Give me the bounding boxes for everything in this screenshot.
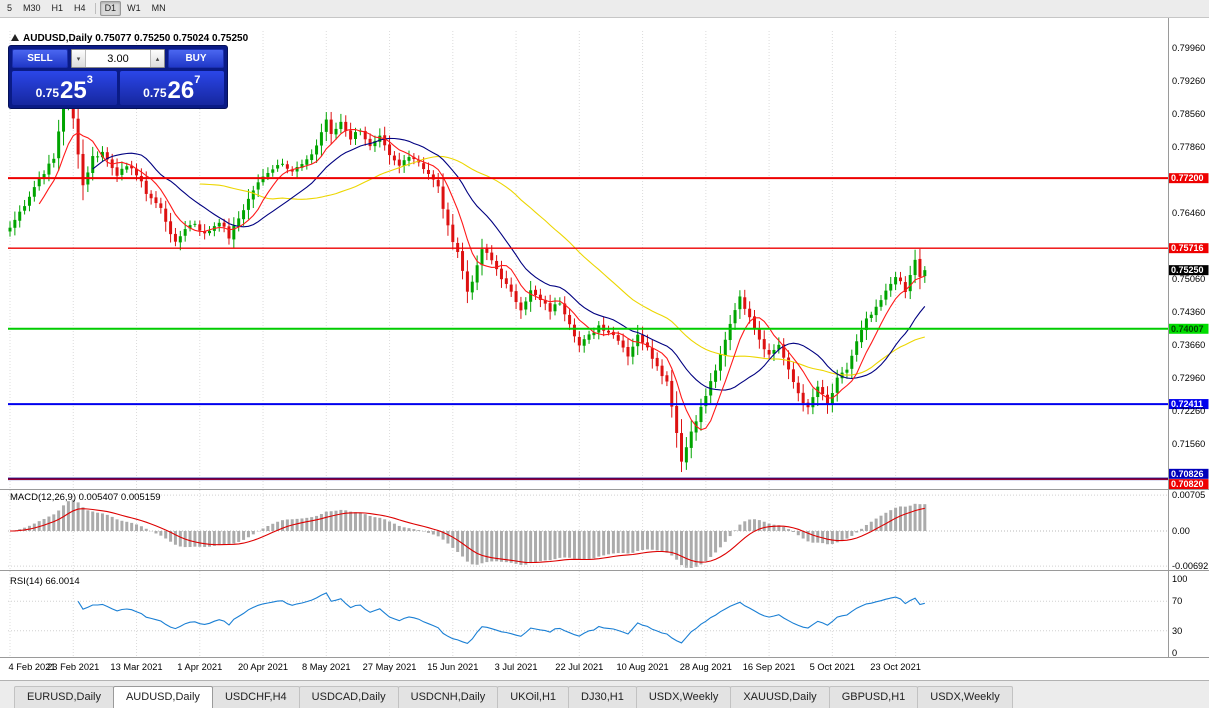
svg-text:16 Sep 2021: 16 Sep 2021 <box>743 662 796 672</box>
svg-text:0: 0 <box>1172 648 1177 658</box>
volume-input[interactable]: 3.00 <box>86 50 150 67</box>
svg-text:23 Oct 2021: 23 Oct 2021 <box>870 662 921 672</box>
chart-tab[interactable]: XAUUSD,Daily <box>730 686 830 708</box>
chart-title: AUDUSD,Daily 0.75077 0.75250 0.75024 0.7… <box>11 33 249 44</box>
sell-button[interactable]: SELL <box>12 49 68 68</box>
chart-tab[interactable]: UKOil,H1 <box>497 686 570 708</box>
svg-text:27 May 2021: 27 May 2021 <box>363 662 417 672</box>
svg-text:0.75716: 0.75716 <box>1171 243 1204 253</box>
timeframe-button-m30[interactable]: M30 <box>23 3 41 13</box>
sell-price-display[interactable]: 0.75 25 3 <box>12 71 117 105</box>
chart-tab[interactable]: USDX,Weekly <box>635 686 732 708</box>
svg-text:0.77860: 0.77860 <box>1172 142 1205 152</box>
svg-text:0.75060: 0.75060 <box>1172 274 1205 284</box>
svg-text:0.70826: 0.70826 <box>1171 469 1204 479</box>
panel-separators <box>0 18 1209 658</box>
svg-text:0.00: 0.00 <box>1172 526 1190 536</box>
buy-button[interactable]: BUY <box>168 49 224 68</box>
ma-line-18 <box>92 137 926 391</box>
svg-text:-0.00692: -0.00692 <box>1172 561 1208 571</box>
svg-text:13 Mar 2021: 13 Mar 2021 <box>110 662 162 672</box>
chart-tabs-bar: EURUSD,Daily AUDUSD,Daily USDCHF,H4 USDCAD,… <box>0 680 1209 708</box>
timeframe-toolbar: 5 M30 H1 H4 D1 W1 MN <box>0 0 1209 18</box>
chart-tab[interactable]: USDCAD,Daily <box>298 686 399 708</box>
svg-text:RSI(14) 66.0014: RSI(14) 66.0014 <box>10 576 80 587</box>
svg-text:100: 100 <box>1172 574 1187 584</box>
rsi-line <box>77 592 925 645</box>
chart-tab[interactable]: USDX,Weekly <box>917 686 1013 708</box>
chart-tab[interactable]: DJ30,H1 <box>568 686 637 708</box>
svg-text:0.72960: 0.72960 <box>1172 373 1205 383</box>
chart-tab[interactable]: USDCNH,Daily <box>397 686 499 708</box>
svg-text:0.78560: 0.78560 <box>1172 109 1205 119</box>
svg-text:22 Jul 2021: 22 Jul 2021 <box>555 662 603 672</box>
svg-text:0.72260: 0.72260 <box>1172 406 1205 416</box>
svg-text:0.71560: 0.71560 <box>1172 439 1205 449</box>
svg-text:0.77200: 0.77200 <box>1171 173 1204 183</box>
chart-canvas[interactable]: 0.00705 0.00 -0.00692 MACD(12,26,9) 0.00540… <box>0 18 1209 680</box>
buy-price-big: 26 <box>167 77 195 104</box>
svg-text:28 Aug 2021: 28 Aug 2021 <box>680 662 732 672</box>
ma-line-7 <box>38 128 926 431</box>
buy-price-display[interactable]: 0.75 26 7 <box>119 71 224 105</box>
svg-text:0.75250: 0.75250 <box>1171 265 1204 275</box>
svg-text:8 May 2021: 8 May 2021 <box>302 662 351 672</box>
chart-area: 0.00705 0.00 -0.00692 MACD(12,26,9) 0.00540… <box>0 18 1209 680</box>
candles-layer <box>8 88 927 473</box>
symbol-marker-icon <box>11 34 19 41</box>
svg-text:30: 30 <box>1172 626 1182 636</box>
timeframe-button-h4[interactable]: H4 <box>74 3 86 13</box>
timeframe-button-w1[interactable]: W1 <box>127 3 141 13</box>
svg-text:15 Jun 2021: 15 Jun 2021 <box>427 662 478 672</box>
sell-price-big: 25 <box>60 77 87 104</box>
svg-text:0.76460: 0.76460 <box>1172 208 1205 218</box>
chart-tab[interactable]: USDCHF,H4 <box>211 686 300 708</box>
svg-text:0.79960: 0.79960 <box>1172 43 1205 53</box>
chart-tab[interactable]: GBPUSD,H1 <box>828 686 919 708</box>
macd-panel: 0.00705 0.00 -0.00692 MACD(12,26,9) 0.00540… <box>8 490 1208 571</box>
svg-text:1 Apr 2021: 1 Apr 2021 <box>177 662 222 672</box>
svg-text:0.00705: 0.00705 <box>1172 490 1205 500</box>
toolbar-separator <box>94 3 96 14</box>
svg-text:0.70820: 0.70820 <box>1171 479 1204 489</box>
timeframe-button-h1[interactable]: H1 <box>51 3 64 13</box>
svg-text:0.74007: 0.74007 <box>1171 324 1204 334</box>
chart-tab[interactable]: AUDUSD,Daily <box>112 686 213 708</box>
timeframe-button-5[interactable]: 5 <box>7 3 13 13</box>
svg-text:4 Feb 2021: 4 Feb 2021 <box>8 662 55 672</box>
svg-text:3 Jul 2021: 3 Jul 2021 <box>495 662 538 672</box>
timeframe-button-d1[interactable]: D1 <box>99 1 122 16</box>
chart-tab[interactable]: EURUSD,Daily <box>14 686 114 708</box>
rsi-panel: 100 70 30 0 RSI(14) 66.0014 <box>8 574 1187 658</box>
ma-line-40 <box>199 155 925 376</box>
svg-text:0.79260: 0.79260 <box>1172 76 1205 86</box>
horizontal-level-lines <box>8 177 1168 481</box>
macd-signal-line <box>9 507 925 564</box>
timeframe-button-mn[interactable]: MN <box>151 3 166 13</box>
one-click-trading-panel: SELL ▾ 3.00 ▴ BUY 0.75 25 3 0.75 26 7 <box>8 45 228 109</box>
svg-text:10 Aug 2021: 10 Aug 2021 <box>616 662 668 672</box>
moving-average-lines <box>38 128 926 431</box>
volume-decrease-icon[interactable]: ▾ <box>72 50 86 67</box>
volume-stepper: ▾ 3.00 ▴ <box>71 49 165 68</box>
sell-price-sup: 3 <box>86 74 93 86</box>
svg-text:70: 70 <box>1172 596 1182 606</box>
svg-text:MACD(12,26,9) 0.005407 0.00515: MACD(12,26,9) 0.005407 0.005159 <box>10 492 161 503</box>
svg-text:AUDUSD,Daily 0.75077 0.75250: AUDUSD,Daily 0.75077 0.75250 0.75024 0.7… <box>23 33 249 44</box>
svg-text:23 Feb 2021: 23 Feb 2021 <box>47 662 99 672</box>
svg-text:0.74360: 0.74360 <box>1172 307 1205 317</box>
svg-text:0.73660: 0.73660 <box>1172 340 1205 350</box>
buy-price-sup: 7 <box>194 74 201 86</box>
sell-price-base: 0.75 <box>35 86 60 100</box>
svg-text:5 Oct 2021: 5 Oct 2021 <box>810 662 855 672</box>
svg-text:0.72411: 0.72411 <box>1171 399 1203 409</box>
svg-text:20 Apr 2021: 20 Apr 2021 <box>238 662 288 672</box>
price-axis[interactable]: 0.77200 0.75716 0.74007 0.72411 0.708260.708… <box>1168 43 1209 490</box>
volume-increase-icon[interactable]: ▴ <box>150 50 164 67</box>
buy-price-base: 0.75 <box>143 86 167 100</box>
